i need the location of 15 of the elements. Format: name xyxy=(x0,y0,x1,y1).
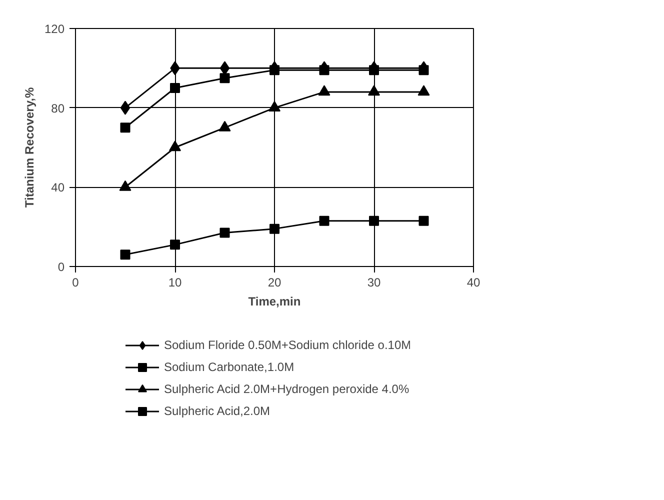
y-tick-label: 40 xyxy=(51,180,65,195)
y-axis-title: Titanium Recovery,% xyxy=(22,87,36,208)
x-tick-label: 0 xyxy=(72,276,80,290)
legend-label: Sodium Carbonate,1.0M xyxy=(164,360,294,374)
y-tick-label: 120 xyxy=(44,22,65,36)
x-tick-label: 20 xyxy=(268,276,282,290)
legend-label: Sulpheric Acid,2.0M xyxy=(164,404,270,418)
y-tick-label: 0 xyxy=(58,260,65,274)
legend-label: Sulpheric Acid 2.0M+Hydrogen peroxide 4.0% xyxy=(164,382,410,396)
y-tick-label: 80 xyxy=(51,101,65,116)
x-axis-title: Time,min xyxy=(248,294,301,308)
x-tick-label: 10 xyxy=(168,276,182,290)
legend-label: Sodium Floride 0.50M+Sodium chloride o.10M xyxy=(164,338,411,352)
x-tick-label: 30 xyxy=(367,276,381,290)
x-tick-label: 40 xyxy=(466,276,480,290)
